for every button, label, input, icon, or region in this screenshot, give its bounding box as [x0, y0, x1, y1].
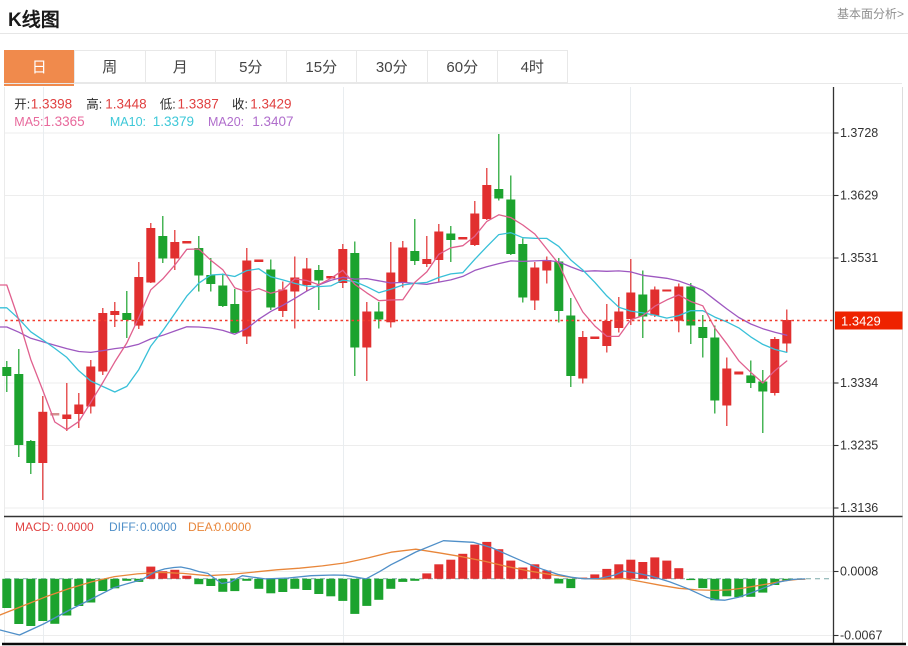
svg-text:低:: 低: [160, 97, 176, 111]
svg-text:0.0000: 0.0000 [215, 520, 252, 534]
svg-text:MA20:: MA20: [208, 115, 244, 129]
svg-text:-0.0067: -0.0067 [840, 629, 882, 643]
svg-text:1.3448: 1.3448 [105, 96, 146, 111]
svg-text:MA5:: MA5: [14, 115, 43, 129]
svg-text:1.3387: 1.3387 [178, 96, 219, 111]
svg-text:1.3429: 1.3429 [250, 96, 291, 111]
svg-text:1.3379: 1.3379 [153, 114, 194, 129]
svg-text:1.3136: 1.3136 [840, 501, 878, 515]
svg-text:1.3531: 1.3531 [840, 251, 878, 265]
svg-text:MACD:: MACD: [15, 520, 54, 534]
svg-text:高:: 高: [86, 96, 102, 111]
svg-text:收:: 收: [232, 97, 248, 111]
svg-text:1.3728: 1.3728 [840, 126, 878, 140]
svg-text:开:: 开: [14, 97, 30, 111]
svg-text:0.0008: 0.0008 [840, 565, 878, 579]
svg-text:1.3334: 1.3334 [840, 376, 878, 390]
svg-text:1.3429: 1.3429 [841, 314, 881, 329]
svg-text:DIFF:: DIFF: [109, 520, 139, 534]
svg-text:MA10:: MA10: [110, 115, 146, 129]
svg-text:1.3629: 1.3629 [840, 189, 878, 203]
svg-text:1.3235: 1.3235 [840, 439, 878, 453]
svg-text:0.0000: 0.0000 [57, 520, 94, 534]
svg-text:0.0000: 0.0000 [140, 520, 177, 534]
svg-text:DEA:: DEA: [188, 520, 216, 534]
svg-text:1.3407: 1.3407 [252, 114, 293, 129]
svg-text:1.3398: 1.3398 [31, 96, 72, 111]
svg-text:1.3365: 1.3365 [43, 114, 84, 129]
